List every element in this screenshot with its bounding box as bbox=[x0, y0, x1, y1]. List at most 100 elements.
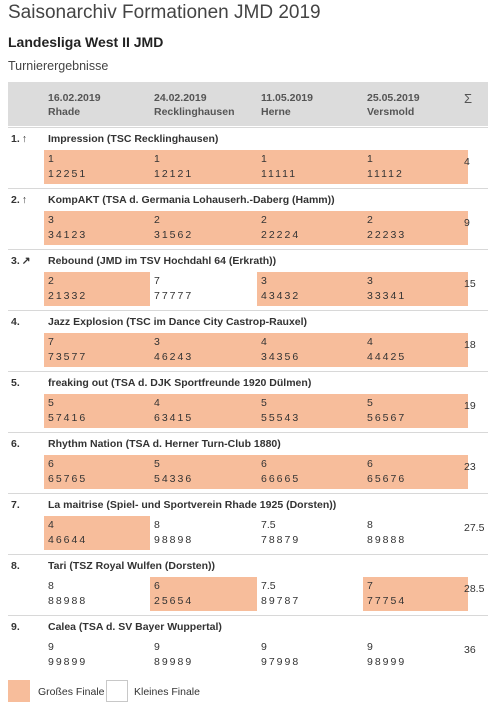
result-place: 7.5 bbox=[261, 519, 276, 531]
result-judge-marks: 63415 bbox=[154, 412, 194, 424]
result-place: 2 bbox=[367, 214, 373, 226]
result-cell: 7.5 78879 bbox=[257, 516, 363, 550]
tournament-header-4: 25.05.2019 Versmold bbox=[367, 92, 420, 118]
result-judge-marks: 43432 bbox=[261, 290, 301, 302]
result-judge-marks: 46243 bbox=[154, 351, 194, 363]
team-name: Impression (TSC Recklinghausen) bbox=[48, 133, 219, 145]
team-rank: 5. bbox=[11, 377, 20, 389]
result-place: 2 bbox=[261, 214, 267, 226]
result-place: 1 bbox=[261, 153, 267, 165]
result-cell: 2 31562 bbox=[150, 211, 257, 245]
result-judge-marks: 11112 bbox=[367, 168, 404, 180]
result-place: 9 bbox=[154, 641, 160, 653]
team-name: Jazz Explosion (TSC im Dance City Castro… bbox=[48, 316, 308, 328]
result-cell: 2 22224 bbox=[257, 211, 363, 245]
rank-number: 2. bbox=[11, 194, 20, 206]
result-cell: 8 88988 bbox=[44, 577, 150, 611]
sum-column-header: Σ bbox=[464, 91, 473, 106]
result-place: 8 bbox=[48, 580, 54, 592]
result-judge-marks: 77754 bbox=[367, 595, 407, 607]
team-sum: 36 bbox=[464, 644, 476, 656]
result-judge-marks: 65765 bbox=[48, 473, 88, 485]
result-cell: 5 56567 bbox=[363, 394, 468, 428]
team-rank: 3. ↗ bbox=[11, 255, 31, 267]
result-cell: 7 77754 bbox=[363, 577, 468, 611]
result-judge-marks: 12251 bbox=[48, 168, 88, 180]
result-judge-marks: 89888 bbox=[367, 534, 407, 546]
trend-arrow-icon: ↑ bbox=[21, 133, 28, 145]
result-judge-marks: 33341 bbox=[367, 290, 407, 302]
result-place: 9 bbox=[48, 641, 54, 653]
team-sum: 4 bbox=[464, 156, 470, 168]
section-subtitle: Turnierergebnisse bbox=[8, 59, 109, 73]
result-judge-marks: 77777 bbox=[154, 290, 194, 302]
result-judge-marks: 46644 bbox=[48, 534, 88, 546]
rank-number: 5. bbox=[11, 377, 20, 389]
result-judge-marks: 22233 bbox=[367, 229, 407, 241]
result-place: 3 bbox=[48, 214, 54, 226]
team-name: La maitrise (Spiel- und Sportverein Rhad… bbox=[48, 499, 337, 511]
result-place: 4 bbox=[154, 397, 160, 409]
result-cell: 5 55543 bbox=[257, 394, 363, 428]
result-cell: 9 89989 bbox=[150, 638, 257, 672]
team-row: 3. ↗ Rebound (JMD im TSV Hochdahl 64 (Erkr… bbox=[8, 249, 488, 311]
result-place: 3 bbox=[261, 275, 267, 287]
team-rank: 1. ↑ bbox=[11, 133, 27, 145]
result-judge-marks: 88988 bbox=[48, 595, 88, 607]
result-place: 7 bbox=[154, 275, 160, 287]
result-place: 1 bbox=[154, 153, 160, 165]
result-judge-marks: 89787 bbox=[261, 595, 301, 607]
result-cell: 4 46644 bbox=[44, 516, 150, 550]
result-place: 6 bbox=[154, 580, 160, 592]
result-cell: 5 54336 bbox=[150, 455, 257, 489]
result-cell: 4 44425 bbox=[363, 333, 468, 367]
legend-swatch-big-final bbox=[8, 680, 30, 702]
tournament-header-3: 11.05.2019 Herne bbox=[261, 92, 313, 118]
result-cell: 3 43432 bbox=[257, 272, 363, 306]
legend: Großes Finale Kleines Finale bbox=[8, 680, 488, 704]
result-place: 4 bbox=[367, 336, 373, 348]
result-place: 6 bbox=[261, 458, 267, 470]
result-place: 8 bbox=[367, 519, 373, 531]
result-cell: 7.5 89787 bbox=[257, 577, 363, 611]
result-judge-marks: 12121 bbox=[154, 168, 194, 180]
result-cell: 4 34356 bbox=[257, 333, 363, 367]
team-rank: 9. bbox=[11, 621, 20, 633]
result-cell: 1 11112 bbox=[363, 150, 468, 184]
team-row: 6. Rhythm Nation (TSA d. Herner Turn-Club… bbox=[8, 432, 488, 494]
team-row: 9. Calea (TSA d. SV Bayer Wuppertal) 9 9989… bbox=[8, 615, 488, 677]
rank-number: 9. bbox=[11, 621, 20, 633]
result-cell: 2 21332 bbox=[44, 272, 150, 306]
result-cell: 9 97998 bbox=[257, 638, 363, 672]
result-cell: 3 46243 bbox=[150, 333, 257, 367]
result-cell: 9 99899 bbox=[44, 638, 150, 672]
trend-arrow-icon: ↗ bbox=[21, 255, 31, 267]
team-rank: 8. bbox=[11, 560, 20, 572]
result-judge-marks: 56567 bbox=[367, 412, 407, 424]
legend-label-big-final: Großes Finale bbox=[38, 686, 105, 698]
team-sum: 18 bbox=[464, 339, 476, 351]
result-cell: 1 12121 bbox=[150, 150, 257, 184]
result-place: 4 bbox=[261, 336, 267, 348]
rank-number: 8. bbox=[11, 560, 20, 572]
result-cell: 8 98898 bbox=[150, 516, 257, 550]
rank-number: 6. bbox=[11, 438, 20, 450]
team-sum: 27.5 bbox=[464, 522, 485, 534]
legend-swatch-small-final bbox=[106, 680, 128, 702]
result-place: 2 bbox=[48, 275, 54, 287]
result-place: 4 bbox=[48, 519, 54, 531]
result-cell: 1 11111 bbox=[257, 150, 363, 184]
team-row: 7. La maitrise (Spiel- und Sportverein Rh… bbox=[8, 493, 488, 555]
result-judge-marks: 34123 bbox=[48, 229, 88, 241]
team-row: 8. Tari (TSZ Royal Wulfen (Dorsten)) 8 8898… bbox=[8, 554, 488, 616]
team-sum: 23 bbox=[464, 461, 476, 473]
result-cell: 3 34123 bbox=[44, 211, 150, 245]
legend-label-small-final: Kleines Finale bbox=[134, 686, 200, 698]
result-cell: 7 73577 bbox=[44, 333, 150, 367]
result-place: 1 bbox=[367, 153, 373, 165]
team-sum: 19 bbox=[464, 400, 476, 412]
result-place: 6 bbox=[48, 458, 54, 470]
team-rank: 7. bbox=[11, 499, 20, 511]
result-judge-marks: 65676 bbox=[367, 473, 407, 485]
result-judge-marks: 78879 bbox=[261, 534, 301, 546]
